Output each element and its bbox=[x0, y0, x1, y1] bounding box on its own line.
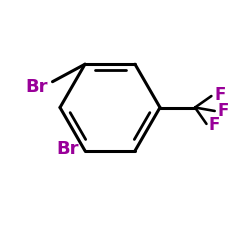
Text: F: F bbox=[218, 102, 229, 120]
Text: Br: Br bbox=[56, 140, 79, 158]
Text: Br: Br bbox=[25, 78, 48, 96]
Text: F: F bbox=[209, 116, 220, 134]
Text: F: F bbox=[214, 86, 226, 104]
